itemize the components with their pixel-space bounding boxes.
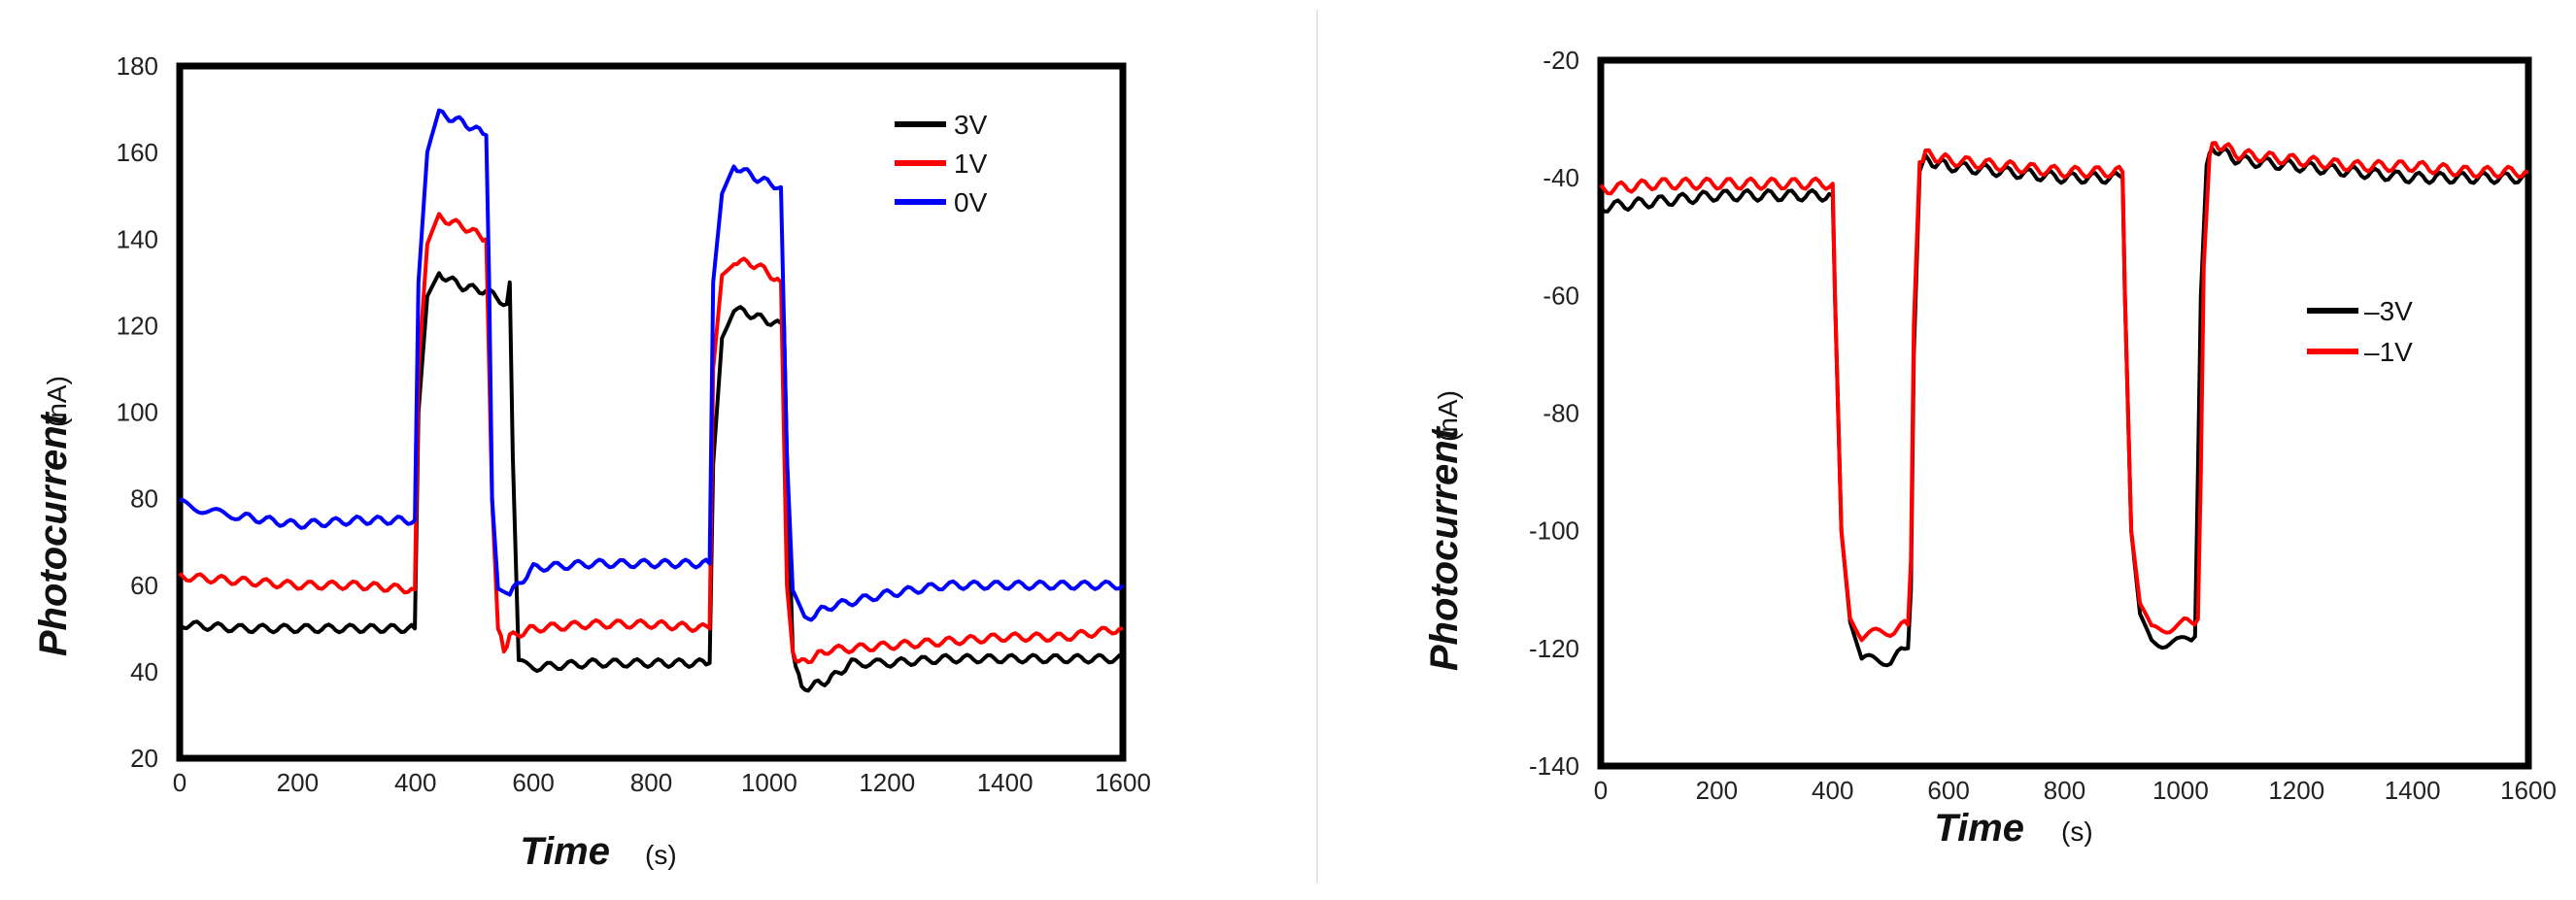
series-lines <box>178 108 1125 693</box>
x-tick-label: 1000 <box>2152 776 2209 805</box>
y-tick-label: -60 <box>1542 281 1579 310</box>
legend-label: –1V <box>2364 337 2413 367</box>
x-tick-labels: 0 200 400 600 800 1000 1200 1400 1600 <box>1594 776 2557 805</box>
y-tick-label: 120 <box>117 311 158 340</box>
series-line-1v <box>178 212 1124 665</box>
x-tick-label: 400 <box>1812 776 1853 805</box>
y-axis-unit: (nA) <box>1433 390 1463 442</box>
plot-frame <box>176 62 1127 762</box>
y-tick-label: 180 <box>117 51 158 81</box>
x-tick-label: 600 <box>1927 776 1969 805</box>
y-tick-label: -40 <box>1542 163 1579 192</box>
x-tick-label: 0 <box>173 768 186 797</box>
x-tick-label: 800 <box>2044 776 2085 805</box>
y-axis-unit: (nA) <box>42 376 72 427</box>
x-tick-label: 1400 <box>977 768 1034 797</box>
y-tick-label: 140 <box>117 224 158 253</box>
x-tick-label: 1200 <box>2268 776 2324 805</box>
series-line-0v <box>179 108 1125 622</box>
x-axis-unit: (s) <box>2061 817 2093 847</box>
y-tick-label: -120 <box>1529 634 1579 663</box>
y-tick-label: 100 <box>117 398 158 427</box>
legend-label: 0V <box>954 187 988 217</box>
series-line-3v <box>1599 146 2530 668</box>
y-axis-title: Photocurrent <box>32 411 75 656</box>
y-axis-title: Photocurrent <box>1423 425 1466 671</box>
x-axis-title: Time <box>1934 807 2024 850</box>
y-tick-label: 80 <box>130 484 158 514</box>
x-tick-label: 600 <box>512 768 554 797</box>
x-tick-label: 0 <box>1594 776 1608 805</box>
x-tick-label: 1000 <box>741 768 797 797</box>
x-tick-label: 1600 <box>2500 776 2557 805</box>
y-tick-label: -20 <box>1542 46 1579 75</box>
x-tick-label: 200 <box>277 768 319 797</box>
legend-label: 3V <box>954 110 988 140</box>
legend-label: –3V <box>2364 296 2413 326</box>
y-tick-label: 160 <box>117 138 158 167</box>
x-tick-label: 1400 <box>2385 776 2441 805</box>
x-tick-label: 1200 <box>859 768 915 797</box>
y-tick-label: 20 <box>130 744 158 773</box>
y-tick-labels: 20 40 60 80 100 120 140 160 180 <box>117 51 158 773</box>
y-tick-label: -100 <box>1529 517 1579 546</box>
series-lines <box>1599 141 2530 668</box>
x-tick-label: 400 <box>394 768 436 797</box>
x-axis-title: Time <box>520 830 610 873</box>
legend: 3V 1V 0V <box>895 110 988 217</box>
x-tick-label: 1600 <box>1095 768 1151 797</box>
series-line-1v <box>1599 141 2528 643</box>
chart-left: 20 40 60 80 100 120 140 160 180 0 200 400 600 800 100… <box>32 51 1151 873</box>
legend-label: 1V <box>954 149 988 179</box>
y-tick-label: -80 <box>1542 399 1579 428</box>
divider <box>1316 10 1318 883</box>
chart-right: -20 -40 -60 -80 -100 -120 -140 0 200 400 600 800 10… <box>1423 46 2557 850</box>
series-line-3v <box>178 271 1125 693</box>
y-tick-label: 60 <box>130 571 158 600</box>
x-tick-label: 800 <box>630 768 672 797</box>
y-tick-label: -140 <box>1529 751 1579 781</box>
plot-frame <box>1597 56 2532 770</box>
x-tick-labels: 0 200 400 600 800 1000 1200 1400 1600 <box>173 768 1151 797</box>
y-tick-labels: -20 -40 -60 -80 -100 -120 -140 <box>1529 46 1579 781</box>
x-tick-label: 200 <box>1696 776 1738 805</box>
y-tick-label: 40 <box>130 657 158 686</box>
legend: –3V –1V <box>2307 296 2413 367</box>
x-axis-unit: (s) <box>645 840 677 870</box>
